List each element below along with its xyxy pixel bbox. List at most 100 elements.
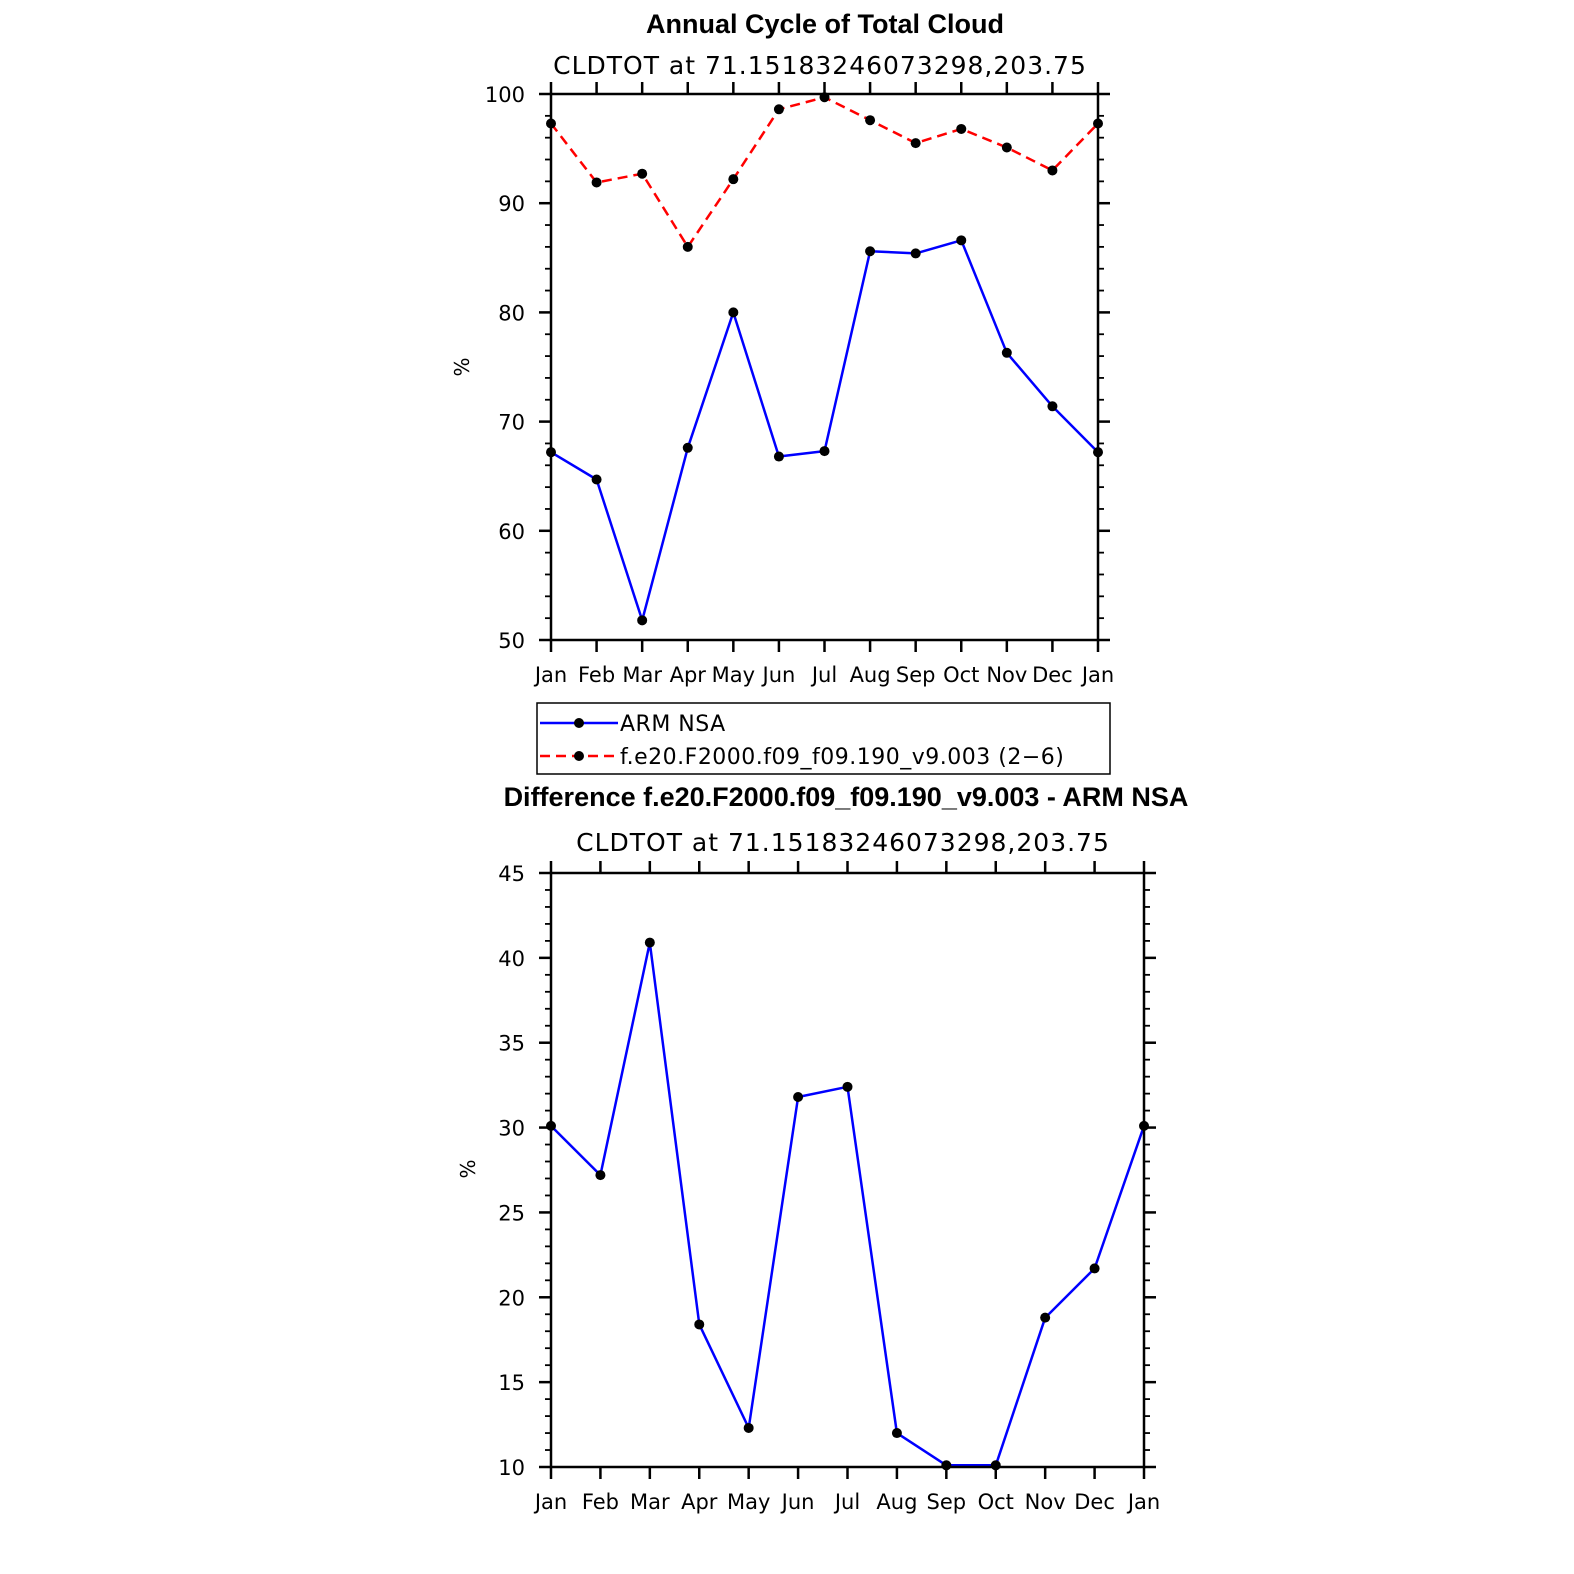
x-tick-label: Jan <box>533 1490 567 1514</box>
data-point <box>1047 401 1058 412</box>
chart2-plot-frame <box>549 871 1146 1469</box>
data-point <box>910 138 921 149</box>
chart2-minor-ticks <box>545 889 1150 1451</box>
y-tick-label: 80 <box>498 301 525 325</box>
data-point <box>1040 1312 1051 1323</box>
data-point <box>1089 1263 1100 1274</box>
x-tick-label: Dec <box>1074 1490 1115 1514</box>
data-point <box>694 1319 705 1330</box>
x-tick-label: Nov <box>1025 1490 1066 1514</box>
x-tick-label: Sep <box>896 663 936 687</box>
y-tick-label: 15 <box>498 1371 525 1395</box>
x-tick-label: Jun <box>761 663 796 687</box>
chart1-major-ticks <box>539 82 1110 652</box>
data-point <box>773 104 784 115</box>
chart1-x-tick-labels: Jan Feb Mar Apr May Jun Jul Aug Sep Oct Nov Dec Jan <box>533 663 1114 687</box>
x-tick-label: Apr <box>670 663 707 687</box>
y-tick-label: 10 <box>498 1456 525 1480</box>
data-point <box>956 123 967 134</box>
x-tick-label: Jul <box>833 1490 860 1514</box>
data-point <box>1001 347 1012 358</box>
legend-box <box>536 702 1111 775</box>
chart2-title: Difference f.e20.F2000.f09_f09.190_v9.00… <box>504 782 1189 812</box>
data-point <box>637 168 648 179</box>
x-tick-label: Feb <box>582 1490 619 1514</box>
data-point <box>682 442 693 453</box>
x-tick-label: Aug <box>850 663 891 687</box>
data-point <box>865 115 876 126</box>
data-point <box>990 1460 1001 1471</box>
data-point <box>842 1081 853 1092</box>
chart2-subtitle: CLDTOT at 71.15183246073298,203.75 <box>576 828 1110 857</box>
chart2-series <box>546 937 1149 1471</box>
data-point <box>644 937 655 948</box>
data-point <box>865 246 876 257</box>
x-tick-label: Feb <box>578 663 615 687</box>
x-tick-label: Aug <box>876 1490 917 1514</box>
data-point <box>891 1428 902 1439</box>
y-tick-label: 60 <box>498 520 525 544</box>
x-tick-label: Jan <box>1080 663 1114 687</box>
x-tick-label: May <box>712 663 755 687</box>
data-point <box>956 235 967 246</box>
x-tick-label: Oct <box>943 663 979 687</box>
chart1-series <box>546 92 1103 626</box>
x-tick-label: Jan <box>1126 1490 1160 1514</box>
x-tick-label: Jan <box>533 663 567 687</box>
series-line-1 <box>550 96 1099 249</box>
data-point <box>773 451 784 462</box>
chart1-plot-frame <box>549 92 1100 642</box>
y-tick-label: 20 <box>498 1286 525 1310</box>
series-line-0 <box>550 941 1146 1467</box>
x-tick-label: Sep <box>927 1490 967 1514</box>
annual-cycle-chart: Annual Cycle of Total Cloud CLDTOT at 71… <box>450 9 1114 775</box>
legend-marker-model <box>574 751 584 761</box>
data-point <box>743 1422 754 1433</box>
y-tick-label: 90 <box>498 192 525 216</box>
chart1-subtitle: CLDTOT at 71.15183246073298,203.75 <box>553 51 1087 80</box>
x-tick-label: Mar <box>622 663 662 687</box>
data-point <box>793 1092 804 1103</box>
y-tick-label: 40 <box>498 947 525 971</box>
x-tick-label: Dec <box>1032 663 1073 687</box>
y-tick-label: 45 <box>498 862 525 886</box>
x-tick-label: Jul <box>810 663 837 687</box>
chart2-y-tick-labels: 10 15 20 25 30 35 40 45 <box>498 862 525 1480</box>
chart2-ylabel: % <box>456 1159 480 1178</box>
data-point <box>910 248 921 259</box>
y-tick-label: 30 <box>498 1117 525 1141</box>
data-point <box>682 241 693 252</box>
data-point <box>728 307 739 318</box>
difference-chart: Difference f.e20.F2000.f09_f09.190_v9.00… <box>456 782 1188 1514</box>
y-tick-label: 25 <box>498 1201 525 1225</box>
legend-label-model: f.e20.F2000.f09_f09.190_v9.003 (2−6) <box>620 745 1064 770</box>
chart1-title: Annual Cycle of Total Cloud <box>646 9 1004 39</box>
y-tick-label: 50 <box>498 629 525 653</box>
chart2-x-tick-labels: Jan Feb Mar Apr May Jun Jul Aug Sep Oct Nov Dec Jan <box>533 1490 1160 1514</box>
x-tick-label: Nov <box>986 663 1027 687</box>
data-point <box>819 446 830 457</box>
x-tick-label: Mar <box>630 1490 670 1514</box>
data-point <box>595 1170 606 1181</box>
y-tick-label: 35 <box>498 1032 525 1056</box>
x-tick-label: Oct <box>978 1490 1014 1514</box>
y-tick-label: 100 <box>485 83 525 107</box>
chart2-major-ticks <box>539 861 1156 1479</box>
chart1-ylabel: % <box>450 357 474 376</box>
x-tick-label: May <box>727 1490 770 1514</box>
data-point <box>637 615 648 626</box>
series-line-0 <box>550 239 1099 622</box>
x-tick-label: Jun <box>780 1490 815 1514</box>
chart1-legend: ARM NSA f.e20.F2000.f09_f09.190_v9.003 (… <box>536 702 1111 775</box>
data-point <box>591 474 602 485</box>
legend-marker-arm-nsa <box>574 718 584 728</box>
x-tick-label: Apr <box>681 1490 718 1514</box>
legend-label-arm-nsa: ARM NSA <box>620 712 726 737</box>
data-point <box>591 177 602 188</box>
data-point <box>728 174 739 185</box>
data-point <box>1047 165 1058 176</box>
data-point <box>1001 142 1012 153</box>
y-tick-label: 70 <box>498 411 525 435</box>
chart1-y-tick-labels: 50 60 70 80 90 100 <box>485 83 525 653</box>
